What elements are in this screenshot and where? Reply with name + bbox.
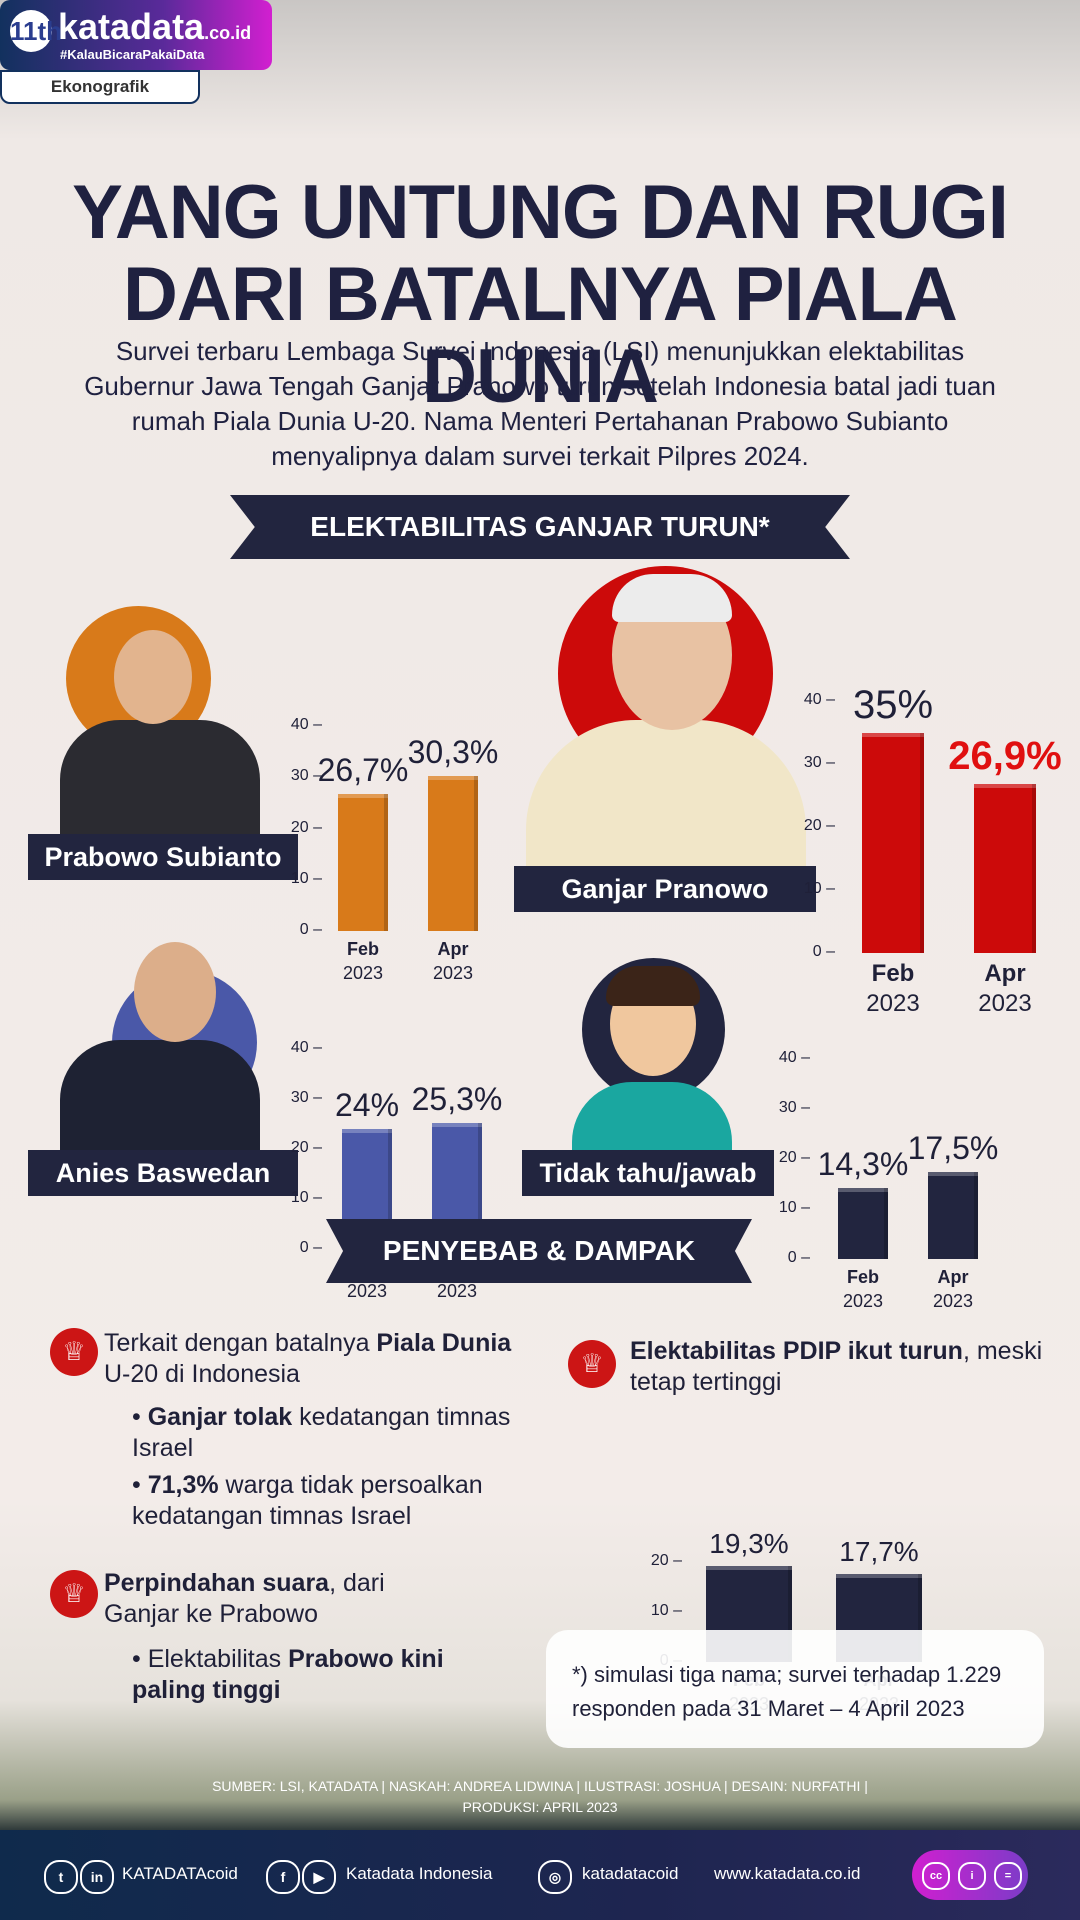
y-tick-label: 30 – bbox=[778, 1099, 810, 1116]
bar bbox=[338, 794, 388, 931]
data-label: 14,3% bbox=[817, 1145, 909, 1182]
cc-icon: cc bbox=[922, 1862, 950, 1890]
data-label: 30,3% bbox=[407, 733, 499, 770]
social-handle-3[interactable]: katadatacoid bbox=[582, 1864, 679, 1883]
ganjar-hair-icon bbox=[612, 574, 732, 622]
instagram-icon[interactable]: ◎ bbox=[538, 1860, 572, 1894]
ribbon-elektabilitas: ELEKTABILITAS GANJAR TURUN* bbox=[230, 495, 850, 559]
logo-name: katadata bbox=[58, 6, 205, 47]
y-tick-label: 40 – bbox=[778, 1049, 810, 1066]
name-anies: Anies Baswedan bbox=[28, 1150, 298, 1196]
y-tick-label: 0 – bbox=[299, 921, 322, 938]
cause-2: Perpindahan suara, dari Ganjar ke Prabow… bbox=[104, 1569, 385, 1628]
y-tick-label: 0 – bbox=[787, 1249, 810, 1266]
bullet-1: • Ganjar tolak kedatangan timnas Israel bbox=[132, 1403, 511, 1462]
title-line-1: YANG UNTUNG DAN RUGI bbox=[72, 170, 1009, 255]
data-label: 25,3% bbox=[411, 1080, 503, 1117]
unknown-hair-icon bbox=[606, 966, 700, 1006]
y-tick-label: 0 – bbox=[812, 943, 835, 960]
youtube-icon[interactable]: ▶ bbox=[302, 1860, 336, 1894]
bar bbox=[862, 732, 924, 953]
prabowo-face-icon bbox=[114, 630, 192, 724]
y-tick-label: 30 – bbox=[290, 1089, 322, 1106]
footnote-text: *) simulasi tiga nama; survei terhadap 1… bbox=[572, 1662, 1002, 1721]
social-handle-1[interactable]: KATADATAcoid bbox=[122, 1864, 238, 1883]
footer-bar: t in KATADATAcoid f ▶ Katadata Indonesia… bbox=[0, 1830, 1080, 1920]
y-tick-label: 30 – bbox=[803, 754, 835, 771]
data-label: 19,3% bbox=[709, 1527, 789, 1559]
credits: SUMBER: LSI, KATADATA | NASKAH: ANDREA L… bbox=[0, 1776, 1080, 1818]
credit-line-2: PRODUKSI: APRIL 2023 bbox=[462, 1799, 618, 1815]
trophy-icon: ♕ bbox=[50, 1570, 98, 1618]
bar bbox=[428, 775, 478, 931]
y-tick-label: 40 – bbox=[803, 691, 835, 708]
y-tick-label: 10 – bbox=[290, 1189, 322, 1206]
bar bbox=[974, 783, 1036, 953]
creative-commons-badge: cc i = bbox=[912, 1850, 1028, 1900]
anies-portrait-icon bbox=[60, 1040, 260, 1160]
name-ganjar: Ganjar Pranowo bbox=[514, 866, 816, 912]
website-link[interactable]: www.katadata.co.id bbox=[714, 1864, 861, 1883]
bullet-2: • 71,3% warga tidak persoalkan kedatanga… bbox=[132, 1471, 483, 1530]
y-tick-label: 40 – bbox=[290, 1039, 322, 1056]
y-tick-label: 10 – bbox=[803, 880, 835, 897]
y-tick-label: 10 – bbox=[650, 1602, 682, 1619]
katadata-logo: 11th katadata.co.id #KalauBicaraPakaiDat… bbox=[0, 0, 272, 104]
social-handle-2[interactable]: Katadata Indonesia bbox=[346, 1864, 493, 1883]
linkedin-icon[interactable]: in bbox=[80, 1860, 114, 1894]
y-tick-label: 30 – bbox=[290, 767, 322, 785]
y-tick-label: 0 – bbox=[299, 1239, 322, 1256]
prabowo-portrait-icon bbox=[60, 720, 260, 840]
anies-face-icon bbox=[134, 942, 216, 1042]
data-label: 17,5% bbox=[907, 1129, 999, 1166]
data-label: 24% bbox=[334, 1087, 400, 1123]
logo-domain: .co.id bbox=[204, 23, 252, 43]
title-line-2: DARI BATALNYA PIALA DUNIA bbox=[123, 252, 958, 419]
intro-text: Survei terbaru Lembaga Survei Indonesia … bbox=[84, 336, 996, 471]
y-tick-label: 20 – bbox=[290, 818, 322, 836]
bullet-3: • Elektabilitas Prabowo kini paling ting… bbox=[132, 1645, 444, 1704]
y-tick-label: 20 – bbox=[650, 1552, 682, 1569]
nd-icon: = bbox=[994, 1862, 1022, 1890]
name-tidak-tahu: Tidak tahu/jawab bbox=[522, 1150, 774, 1196]
ganjar-portrait-icon bbox=[526, 720, 806, 868]
data-label: 26,9% bbox=[948, 733, 1062, 778]
anniversary-badge: 11th bbox=[10, 10, 62, 52]
bar bbox=[838, 1187, 888, 1259]
by-icon: i bbox=[958, 1862, 986, 1890]
name-prabowo: Prabowo Subianto bbox=[28, 834, 298, 880]
ribbon-penyebab: PENYEBAB & DAMPAK bbox=[326, 1219, 752, 1283]
trophy-icon: ♕ bbox=[50, 1328, 98, 1376]
y-tick-label: 20 – bbox=[290, 1139, 322, 1156]
trophy-icon: ♕ bbox=[568, 1340, 616, 1388]
cause-3: Elektabilitas PDIP ikut turun, meski tet… bbox=[630, 1337, 1043, 1396]
facebook-icon[interactable]: f bbox=[266, 1860, 300, 1894]
y-tick-label: 10 – bbox=[778, 1199, 810, 1216]
data-label: 17,7% bbox=[839, 1535, 919, 1567]
y-tick-label: 40 – bbox=[290, 716, 322, 733]
bar bbox=[928, 1171, 978, 1259]
y-tick-label: 20 – bbox=[778, 1149, 810, 1166]
unknown-body-icon bbox=[572, 1082, 732, 1152]
logo-tagline: #KalauBicaraPakaiData bbox=[60, 47, 205, 62]
section-label: Ekonografik bbox=[0, 70, 200, 104]
y-tick-label: 10 – bbox=[290, 869, 322, 887]
twitter-icon[interactable]: t bbox=[44, 1860, 78, 1894]
data-label: 35% bbox=[852, 682, 934, 727]
y-tick-label: 20 – bbox=[803, 817, 835, 834]
credit-line-1: SUMBER: LSI, KATADATA | NASKAH: ANDREA L… bbox=[212, 1778, 868, 1794]
data-label: 26,7% bbox=[317, 752, 409, 789]
page-title: YANG UNTUNG DAN RUGI DARI BATALNYA PIALA… bbox=[0, 172, 1080, 418]
cause-1: Terkait dengan batalnya Piala Dunia U-20 … bbox=[104, 1329, 512, 1388]
footnote-box: *) simulasi tiga nama; survei terhadap 1… bbox=[546, 1630, 1044, 1748]
